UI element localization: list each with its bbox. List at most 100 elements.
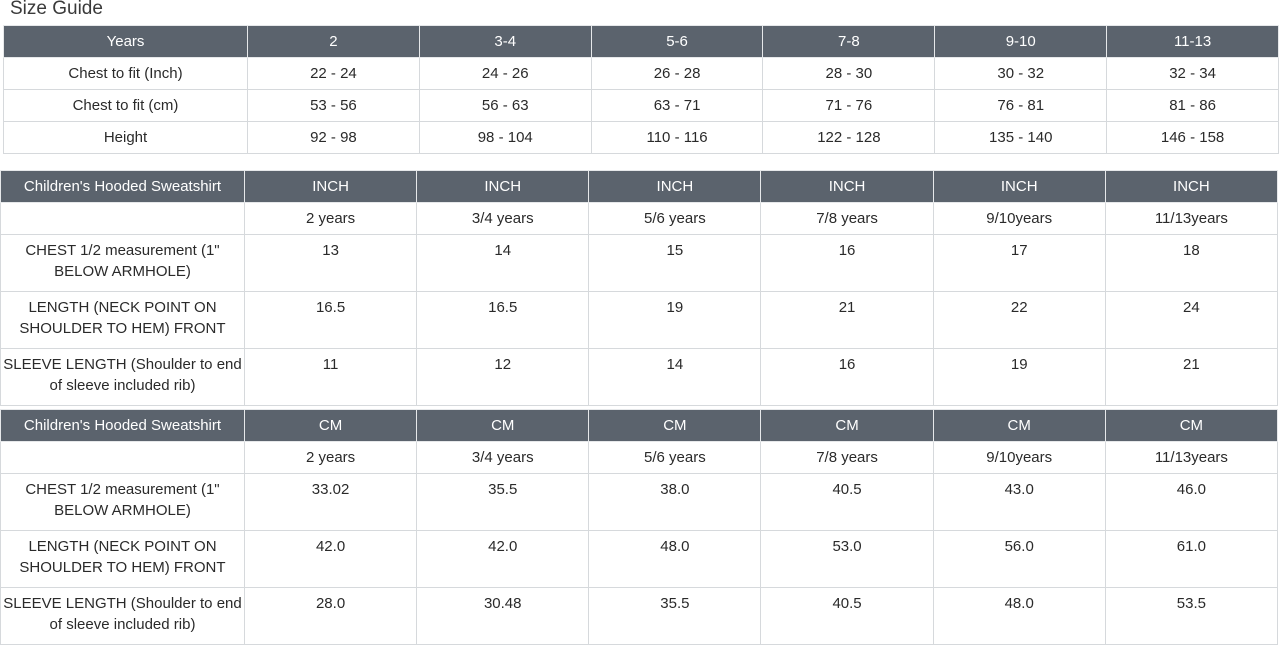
cm-measurements-table: Children's Hooded Sweatshirt CM CM CM CM… — [0, 409, 1279, 645]
table-cell: 53 - 56 — [247, 89, 420, 122]
header-cell: 7-8 — [762, 25, 936, 58]
size-cell: 2 years — [243, 202, 418, 235]
table-cell: 18 — [1104, 234, 1279, 292]
table-header-row: Children's Hooded Sweatshirt CM CM CM CM… — [0, 409, 1279, 442]
size-cell: 5/6 years — [588, 441, 762, 474]
size-cell: 11/13years — [1104, 202, 1279, 235]
header-cell: 2 — [247, 25, 420, 58]
table-cell: 28.0 — [243, 587, 418, 645]
table-cell: 110 - 116 — [590, 121, 764, 154]
table-row: Chest to fit (Inch) 22 - 24 24 - 26 26 -… — [3, 57, 1279, 90]
header-cell: CM — [1104, 409, 1279, 442]
table-cell: 13 — [243, 234, 418, 292]
header-cell: CM — [760, 409, 934, 442]
table-cell: 16.5 — [243, 291, 418, 349]
header-cell: INCH — [760, 170, 934, 203]
table-row: SLEEVE LENGTH (Shoulder to end of sleeve… — [0, 348, 1279, 406]
table-cell — [0, 202, 245, 235]
header-cell: 5-6 — [590, 25, 764, 58]
table-cell: 14 — [416, 234, 590, 292]
table-cell: 92 - 98 — [247, 121, 420, 154]
table-cell: 19 — [932, 348, 1106, 406]
row-label: CHEST 1/2 measurement (1" BELOW ARMHOLE) — [0, 473, 245, 531]
table-cell: 43.0 — [932, 473, 1106, 531]
size-cell: 7/8 years — [760, 202, 934, 235]
table-row: CHEST 1/2 measurement (1" BELOW ARMHOLE)… — [0, 234, 1279, 292]
header-cell: 11-13 — [1106, 25, 1279, 58]
row-label: CHEST 1/2 measurement (1" BELOW ARMHOLE) — [0, 234, 245, 292]
table-cell: 40.5 — [760, 473, 934, 531]
size-guide-table: Years 2 3-4 5-6 7-8 9-10 11-13 Chest to … — [3, 25, 1279, 154]
table-cell: 53.0 — [760, 530, 934, 588]
inch-measurements-table: Children's Hooded Sweatshirt INCH INCH I… — [0, 170, 1279, 406]
size-row: 2 years 3/4 years 5/6 years 7/8 years 9/… — [0, 441, 1279, 474]
table-cell: 81 - 86 — [1106, 89, 1279, 122]
table-cell: 42.0 — [416, 530, 590, 588]
header-cell: CM — [588, 409, 762, 442]
row-label: Chest to fit (Inch) — [3, 57, 248, 90]
table-cell: 26 - 28 — [590, 57, 764, 90]
table-cell: 40.5 — [760, 587, 934, 645]
table-cell: 71 - 76 — [762, 89, 936, 122]
table-header-row: Children's Hooded Sweatshirt INCH INCH I… — [0, 170, 1279, 203]
header-cell: INCH — [243, 170, 418, 203]
table-cell: 61.0 — [1104, 530, 1279, 588]
row-label: SLEEVE LENGTH (Shoulder to end of sleeve… — [0, 587, 245, 645]
table-cell: 17 — [932, 234, 1106, 292]
table-cell: 53.5 — [1104, 587, 1279, 645]
table-cell: 24 — [1104, 291, 1279, 349]
header-cell: Children's Hooded Sweatshirt — [0, 409, 245, 442]
table-cell: 32 - 34 — [1106, 57, 1279, 90]
table-cell: 35.5 — [416, 473, 590, 531]
table-cell: 135 - 140 — [934, 121, 1108, 154]
table-row: CHEST 1/2 measurement (1" BELOW ARMHOLE)… — [0, 473, 1279, 531]
table-cell: 22 — [932, 291, 1106, 349]
row-label: LENGTH (NECK POINT ON SHOULDER TO HEM) F… — [0, 291, 245, 349]
table-cell: 21 — [760, 291, 934, 349]
table-cell: 19 — [588, 291, 762, 349]
header-cell: INCH — [1104, 170, 1279, 203]
size-cell: 3/4 years — [416, 202, 590, 235]
table-cell: 33.02 — [243, 473, 418, 531]
table-row: Height 92 - 98 98 - 104 110 - 116 122 - … — [3, 121, 1279, 154]
table-cell: 16.5 — [416, 291, 590, 349]
table-cell: 46.0 — [1104, 473, 1279, 531]
table-cell: 11 — [243, 348, 418, 406]
table-cell: 38.0 — [588, 473, 762, 531]
table-cell: 122 - 128 — [762, 121, 936, 154]
header-cell: Children's Hooded Sweatshirt — [0, 170, 245, 203]
table-cell: 35.5 — [588, 587, 762, 645]
table-cell: 16 — [760, 234, 934, 292]
table-cell: 16 — [760, 348, 934, 406]
table-cell: 22 - 24 — [247, 57, 420, 90]
table-cell: 98 - 104 — [418, 121, 592, 154]
header-cell: INCH — [416, 170, 590, 203]
size-cell: 9/10years — [932, 202, 1106, 235]
header-cell: Years — [3, 25, 248, 58]
size-cell: 2 years — [243, 441, 418, 474]
table-cell: 28 - 30 — [762, 57, 936, 90]
size-cell: 11/13years — [1104, 441, 1279, 474]
row-label: SLEEVE LENGTH (Shoulder to end of sleeve… — [0, 348, 245, 406]
table-cell: 76 - 81 — [934, 89, 1108, 122]
table-cell: 63 - 71 — [590, 89, 764, 122]
table-cell: 12 — [416, 348, 590, 406]
size-cell: 3/4 years — [416, 441, 590, 474]
table-cell: 15 — [588, 234, 762, 292]
header-cell: 9-10 — [934, 25, 1108, 58]
table-cell: 146 - 158 — [1106, 121, 1279, 154]
table-row: Chest to fit (cm) 53 - 56 56 - 63 63 - 7… — [3, 89, 1279, 122]
table-row: LENGTH (NECK POINT ON SHOULDER TO HEM) F… — [0, 291, 1279, 349]
table-cell: 24 - 26 — [418, 57, 592, 90]
size-cell: 5/6 years — [588, 202, 762, 235]
table-cell: 14 — [588, 348, 762, 406]
header-cell: INCH — [932, 170, 1106, 203]
table-cell: 30.48 — [416, 587, 590, 645]
table-cell: 48.0 — [932, 587, 1106, 645]
table-row: LENGTH (NECK POINT ON SHOULDER TO HEM) F… — [0, 530, 1279, 588]
table-header-row: Years 2 3-4 5-6 7-8 9-10 11-13 — [3, 25, 1279, 58]
size-cell: 9/10years — [932, 441, 1106, 474]
table-cell — [0, 441, 245, 474]
size-cell: 7/8 years — [760, 441, 934, 474]
header-cell: CM — [932, 409, 1106, 442]
